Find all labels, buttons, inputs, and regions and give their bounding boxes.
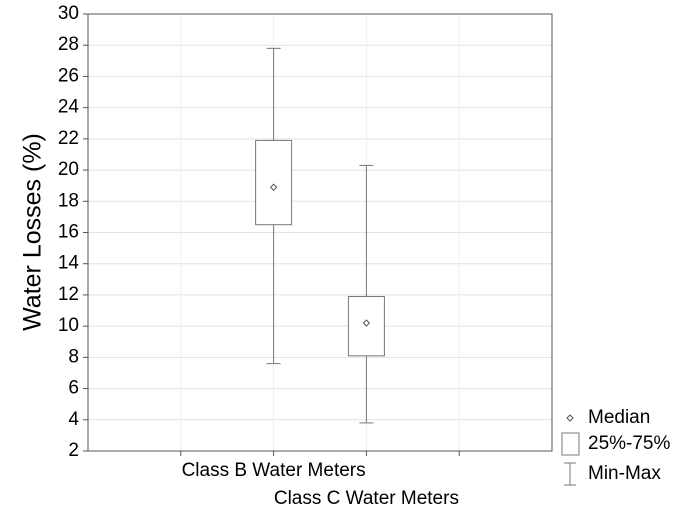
box-icon xyxy=(562,433,579,455)
y-tick-label: 10 xyxy=(58,315,79,336)
y-tick-label: 30 xyxy=(58,3,79,24)
y-tick-label: 14 xyxy=(58,253,80,274)
y-tick-label: 8 xyxy=(68,346,79,367)
category-label: Class C Water Meters xyxy=(274,488,459,509)
legend: Median 25%-75% Min-Max xyxy=(562,407,670,485)
box-shape xyxy=(562,433,579,455)
box-group xyxy=(256,48,292,363)
y-tick-label: 4 xyxy=(68,409,79,430)
y-tick-label: 24 xyxy=(58,97,80,118)
y-tick-label: 20 xyxy=(58,159,79,180)
y-tick-label: 2 xyxy=(68,440,79,461)
grid-layer xyxy=(88,14,552,451)
y-axis-title: Water Losses (%) xyxy=(19,133,47,331)
y-tick-label: 26 xyxy=(58,65,79,86)
whisker-icon xyxy=(564,463,576,485)
diamond-icon xyxy=(567,415,573,421)
box-group xyxy=(348,165,384,423)
y-tick-label: 18 xyxy=(58,190,79,211)
iqr-box xyxy=(256,140,292,224)
label-layer: Class B Water Meters Class C Water Meters xyxy=(182,460,459,509)
legend-label: Median xyxy=(588,407,650,428)
category-label: Class B Water Meters xyxy=(182,460,366,481)
y-tick-label: 12 xyxy=(58,284,79,305)
y-tick-label: 6 xyxy=(68,378,79,399)
y-tick-label: 22 xyxy=(58,128,79,149)
y-tick-label: 28 xyxy=(58,34,79,55)
legend-label: Min-Max xyxy=(588,463,661,484)
y-tick-label: 16 xyxy=(58,222,79,243)
box-layer xyxy=(256,48,385,423)
legend-label: 25%-75% xyxy=(588,433,670,454)
diamond-shape xyxy=(567,415,573,421)
